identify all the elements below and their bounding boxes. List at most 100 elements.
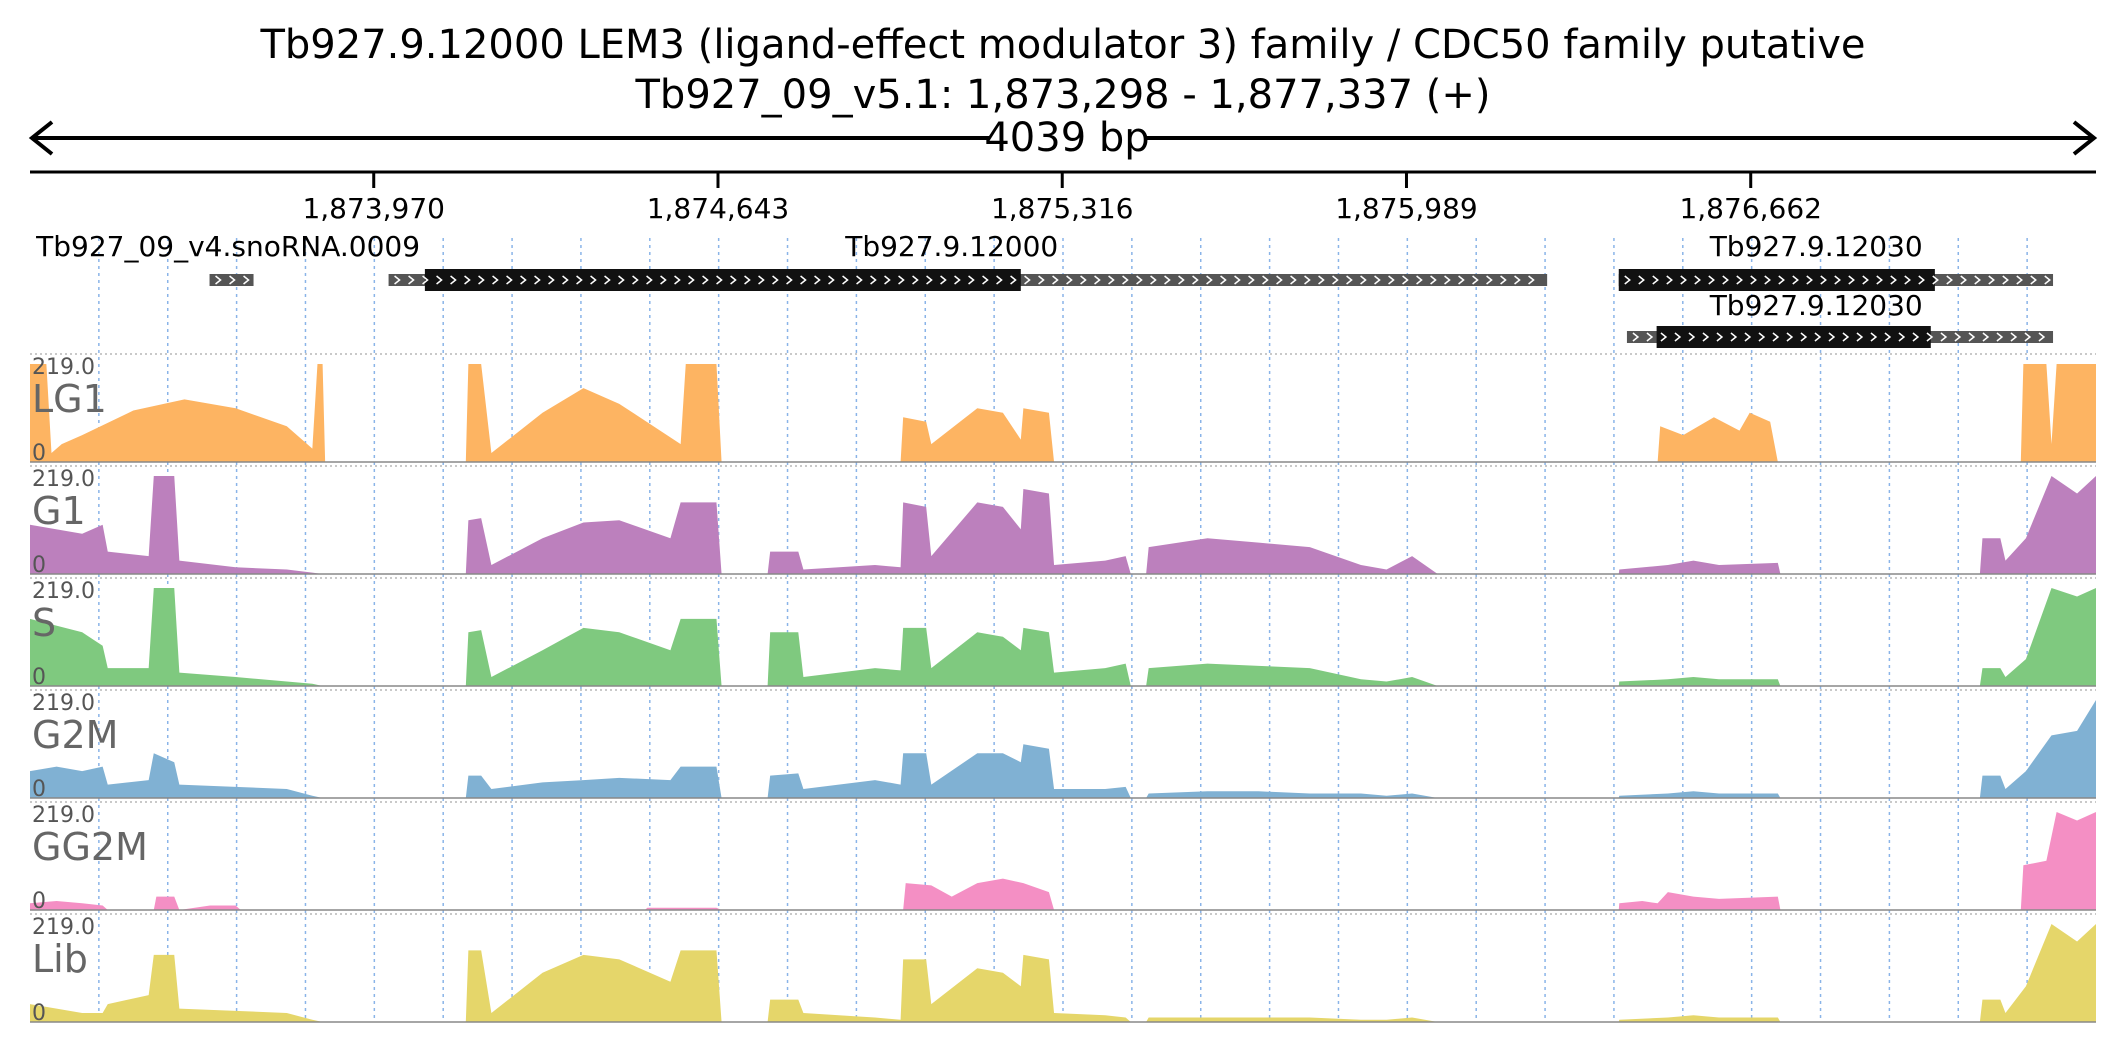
strand-chevron-icon <box>1688 332 1696 342</box>
strand-chevron-icon <box>562 275 569 285</box>
strand-chevron-icon <box>1884 332 1892 342</box>
strand-chevron-icon <box>1304 275 1311 285</box>
track-min-label: 0 <box>32 889 46 914</box>
strand-chevron-icon <box>1960 275 1967 285</box>
header: Tb927.9.12000 LEM3 (ligand-effect modula… <box>28 22 2098 161</box>
strand-chevron-icon <box>1856 332 1864 342</box>
strand-chevron-icon <box>2030 275 2037 285</box>
track-max-label: 219.0 <box>32 355 95 380</box>
strand-chevron-icon <box>1674 332 1682 342</box>
strand-chevron-icon <box>2016 275 2023 285</box>
gene-feature-label[interactable]: Tb927.9.12030 <box>1709 289 1923 322</box>
strand-chevron-icon <box>618 275 625 285</box>
gene-feature[interactable]: Tb927_09_v4.snoRNA.0009 <box>35 230 420 286</box>
strand-chevron-icon <box>422 275 429 285</box>
strand-chevron-icon <box>1206 275 1213 285</box>
strand-chevron-icon <box>870 275 877 285</box>
strand-chevron-icon <box>884 275 891 285</box>
strand-chevron-icon <box>1778 275 1785 285</box>
strand-chevron-icon <box>1820 275 1827 285</box>
strand-chevron-icon <box>1744 332 1752 342</box>
ruler-tick-label: 1,875,989 <box>1335 192 1478 225</box>
strand-chevron-icon <box>1024 275 1031 285</box>
strand-chevron-icon <box>1926 332 1934 342</box>
strand-chevron-icon <box>1108 275 1115 285</box>
strand-chevron-icon <box>1638 275 1645 285</box>
strand-chevron-icon <box>1848 275 1855 285</box>
strand-chevron-icon <box>828 275 835 285</box>
strand-chevron-icon <box>1932 275 1939 285</box>
track-min-label: 0 <box>32 441 46 466</box>
gene-feature-label[interactable]: Tb927.9.12030 <box>1709 230 1923 263</box>
strand-chevron-icon <box>1416 275 1423 285</box>
strand-chevron-icon <box>1828 332 1836 342</box>
strand-chevron-icon <box>534 275 541 285</box>
strand-chevron-icon <box>1898 332 1906 342</box>
locus-coordinates: Tb927_09_v5.1: 1,873,298 - 1,877,337 (+) <box>635 72 1491 118</box>
strand-chevron-icon <box>702 275 709 285</box>
strand-chevron-icon <box>1066 275 1073 285</box>
track-name-label: G2M <box>32 713 118 757</box>
strand-chevron-icon <box>1136 275 1143 285</box>
strand-chevron-icon <box>1722 275 1729 285</box>
strand-chevron-icon <box>1444 275 1451 285</box>
strand-chevron-icon <box>1248 275 1255 285</box>
strand-chevron-icon <box>814 275 821 285</box>
strand-chevron-icon <box>744 275 751 285</box>
coverage-area <box>30 364 2096 462</box>
strand-chevron-icon <box>1052 275 1059 285</box>
strand-chevron-icon <box>450 275 457 285</box>
strand-chevron-icon <box>1702 332 1710 342</box>
strand-chevron-icon <box>576 275 583 285</box>
strand-chevron-icon <box>800 275 807 285</box>
strand-chevron-icon <box>1178 275 1185 285</box>
strand-chevron-icon <box>1500 275 1507 285</box>
strand-chevron-icon <box>1010 275 1017 285</box>
ruler: 1,873,970 1,874,643 1,875,316 1,875,989 1,87… <box>30 170 2096 225</box>
strand-chevron-icon <box>982 275 989 285</box>
strand-chevron-icon <box>1430 275 1437 285</box>
strand-chevron-icon <box>1094 275 1101 285</box>
strand-chevron-icon <box>926 275 933 285</box>
strand-chevron-icon <box>1458 275 1465 285</box>
strand-chevron-icon <box>716 275 723 285</box>
strand-chevron-icon <box>478 275 485 285</box>
strand-chevron-icon <box>1402 275 1409 285</box>
strand-chevron-icon <box>1758 332 1766 342</box>
track-name-label: GG2M <box>32 825 148 869</box>
strand-chevron-icon <box>548 275 555 285</box>
strand-chevron-icon <box>1982 332 1990 342</box>
strand-chevron-icon <box>1514 275 1521 285</box>
gene-feature[interactable]: Tb927.9.12000 <box>388 230 1548 291</box>
track-max-label: 219.0 <box>32 579 95 604</box>
arrow-left-icon <box>28 120 54 156</box>
strand-chevron-icon <box>464 275 471 285</box>
gene-feature-label[interactable]: Tb927_09_v4.snoRNA.0009 <box>35 230 420 263</box>
gene-feature[interactable]: Tb927.9.12030 <box>1626 289 2054 348</box>
track-name-label: LG1 <box>32 377 107 421</box>
strand-chevron-icon <box>688 275 695 285</box>
strand-chevron-icon <box>2044 275 2051 285</box>
strand-chevron-icon <box>1814 332 1822 342</box>
arrow-right-icon <box>2072 120 2098 156</box>
strand-chevron-icon <box>1332 275 1339 285</box>
gene-feature[interactable]: Tb927.9.12030 <box>1618 230 2054 291</box>
strand-chevron-icon <box>1716 332 1724 342</box>
strand-chevron-icon <box>1996 332 2004 342</box>
strand-chevron-icon <box>1786 332 1794 342</box>
strand-chevron-icon <box>1904 275 1911 285</box>
strand-chevron-icon <box>2002 275 2009 285</box>
feature-track: Tb927_09_v4.snoRNA.0009 Tb927.9.12000 Tb92… <box>35 230 2054 348</box>
strand-chevron-icon <box>1842 332 1850 342</box>
strand-chevron-icon <box>1038 275 1045 285</box>
strand-chevron-icon <box>1730 332 1738 342</box>
gene-title: Tb927.9.12000 LEM3 (ligand-effect modula… <box>259 22 1865 68</box>
strand-chevron-icon <box>856 275 863 285</box>
gene-feature-label[interactable]: Tb927.9.12000 <box>844 230 1058 263</box>
strand-chevron-icon <box>1164 275 1171 285</box>
